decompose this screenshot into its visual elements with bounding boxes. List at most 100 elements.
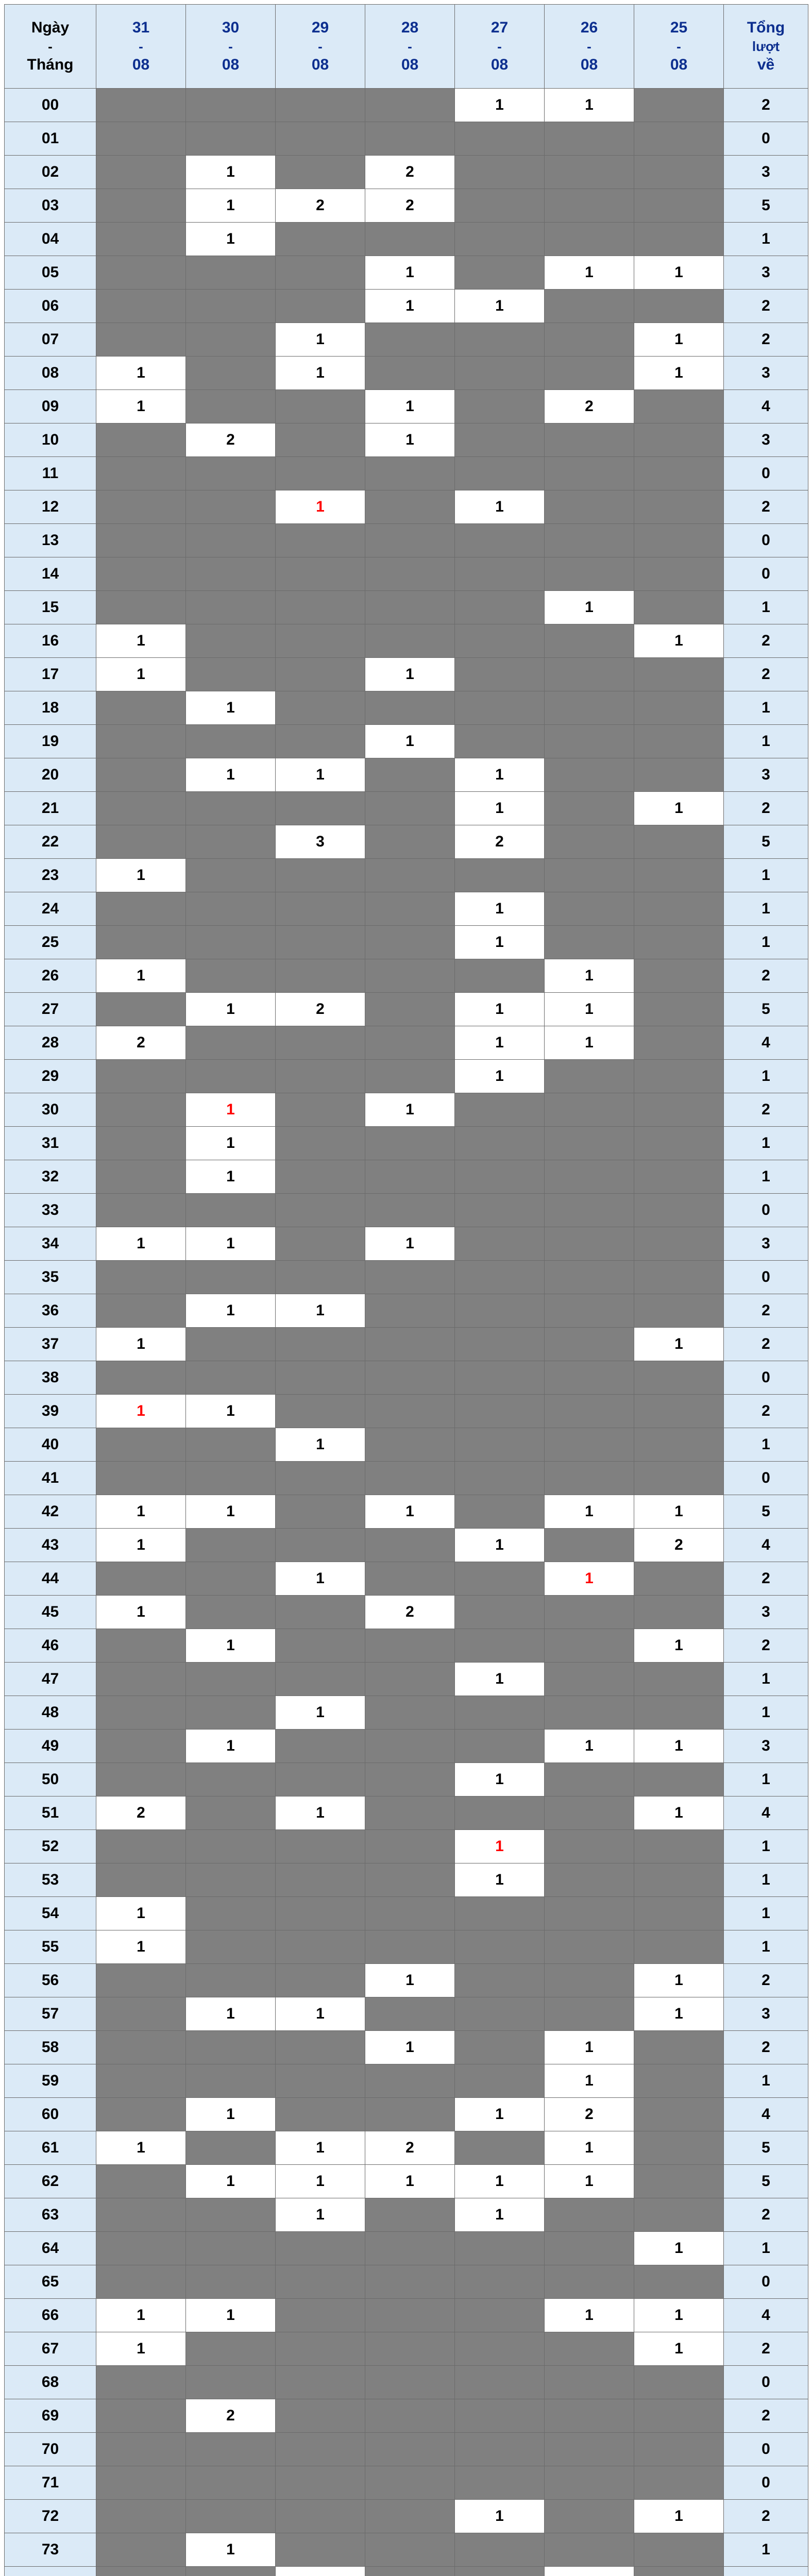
cell-value[interactable]: 1 [634, 1796, 724, 1830]
row-label-20[interactable]: 20 [4, 758, 96, 792]
cell-value[interactable]: 1 [96, 2298, 186, 2332]
row-label-51[interactable]: 51 [4, 1796, 96, 1830]
row-label-65[interactable]: 65 [4, 2265, 96, 2299]
cell-value[interactable]: 1 [185, 1294, 276, 1328]
cell-value[interactable]: 1 [275, 1796, 365, 1830]
cell-value[interactable]: 1 [185, 1227, 276, 1261]
cell-value[interactable]: 1 [365, 1227, 455, 1261]
cell-value[interactable]: 1 [634, 1963, 724, 1997]
column-header-29-08[interactable]: 29 - 08 [275, 4, 365, 89]
cell-value[interactable]: 2 [544, 2097, 634, 2131]
row-label-66[interactable]: 66 [4, 2298, 96, 2332]
cell-value[interactable]: 1 [185, 155, 276, 189]
row-label-53[interactable]: 53 [4, 1863, 96, 1897]
cell-value[interactable]: 1 [185, 189, 276, 223]
cell-value[interactable]: 1 [544, 1026, 634, 1060]
row-label-37[interactable]: 37 [4, 1327, 96, 1361]
cell-value[interactable]: 1 [185, 1629, 276, 1663]
row-label-40[interactable]: 40 [4, 1428, 96, 1462]
row-label-01[interactable]: 01 [4, 122, 96, 156]
row-label-58[interactable]: 58 [4, 2030, 96, 2064]
cell-value-highlighted[interactable]: 1 [275, 490, 365, 524]
row-label-49[interactable]: 49 [4, 1729, 96, 1763]
cell-value[interactable]: 1 [544, 590, 634, 624]
column-header-25-08[interactable]: 25 - 08 [634, 4, 724, 89]
row-label-12[interactable]: 12 [4, 490, 96, 524]
cell-value[interactable]: 1 [185, 2097, 276, 2131]
row-label-22[interactable]: 22 [4, 825, 96, 859]
cell-value[interactable]: 2 [185, 423, 276, 457]
cell-value[interactable]: 1 [454, 2164, 545, 2198]
cell-value[interactable]: 1 [544, 2030, 634, 2064]
cell-value[interactable]: 1 [634, 256, 724, 290]
cell-value[interactable]: 1 [544, 992, 634, 1026]
cell-value[interactable]: 1 [365, 657, 455, 691]
column-header-31-08[interactable]: 31 - 08 [96, 4, 186, 89]
row-label-41[interactable]: 41 [4, 1461, 96, 1495]
column-header-total[interactable]: Tổng lượt về [723, 4, 808, 89]
row-label-05[interactable]: 05 [4, 256, 96, 290]
row-label-34[interactable]: 34 [4, 1227, 96, 1261]
row-label-16[interactable]: 16 [4, 624, 96, 658]
cell-value[interactable]: 1 [544, 1729, 634, 1763]
cell-value[interactable]: 1 [365, 256, 455, 290]
row-label-04[interactable]: 04 [4, 222, 96, 256]
cell-value[interactable]: 1 [365, 1495, 455, 1529]
row-label-74[interactable]: 74 [4, 2566, 96, 2576]
row-label-27[interactable]: 27 [4, 992, 96, 1026]
row-label-69[interactable]: 69 [4, 2399, 96, 2433]
row-label-11[interactable]: 11 [4, 456, 96, 490]
cell-value[interactable]: 2 [365, 155, 455, 189]
cell-value[interactable]: 1 [454, 2499, 545, 2533]
row-label-71[interactable]: 71 [4, 2466, 96, 2500]
cell-value[interactable]: 1 [185, 758, 276, 792]
row-label-35[interactable]: 35 [4, 1260, 96, 1294]
row-label-07[interactable]: 07 [4, 323, 96, 357]
cell-value[interactable]: 1 [365, 2030, 455, 2064]
row-label-43[interactable]: 43 [4, 1528, 96, 1562]
row-label-15[interactable]: 15 [4, 590, 96, 624]
cell-value[interactable]: 1 [634, 791, 724, 825]
cell-value[interactable]: 1 [454, 1059, 545, 1093]
cell-value[interactable]: 2 [454, 825, 545, 859]
cell-value[interactable]: 1 [275, 2164, 365, 2198]
cell-value-highlighted[interactable]: 1 [544, 1562, 634, 1596]
cell-value[interactable]: 1 [185, 1729, 276, 1763]
cell-value[interactable]: 1 [275, 758, 365, 792]
cell-value[interactable]: 1 [634, 1629, 724, 1663]
row-label-67[interactable]: 67 [4, 2332, 96, 2366]
cell-value[interactable]: 1 [544, 2566, 634, 2576]
row-label-32[interactable]: 32 [4, 1160, 96, 1194]
cell-value[interactable]: 1 [96, 1595, 186, 1629]
cell-value[interactable]: 1 [96, 2131, 186, 2165]
cell-value[interactable]: 1 [185, 1126, 276, 1160]
cell-value[interactable]: 1 [454, 1762, 545, 1797]
cell-value[interactable]: 1 [365, 1093, 455, 1127]
cell-value[interactable]: 1 [365, 289, 455, 323]
cell-value[interactable]: 1 [275, 1428, 365, 1462]
cell-value[interactable]: 1 [544, 2131, 634, 2165]
cell-value[interactable]: 1 [544, 88, 634, 122]
cell-value[interactable]: 1 [185, 1495, 276, 1529]
row-label-48[interactable]: 48 [4, 1696, 96, 1730]
cell-value[interactable]: 2 [365, 1595, 455, 1629]
row-label-38[interactable]: 38 [4, 1361, 96, 1395]
cell-value[interactable]: 1 [634, 1997, 724, 2031]
cell-value[interactable]: 1 [544, 2298, 634, 2332]
row-label-03[interactable]: 03 [4, 189, 96, 223]
cell-value[interactable]: 1 [275, 2131, 365, 2165]
cell-value[interactable]: 1 [275, 323, 365, 357]
column-header-30-08[interactable]: 30 - 08 [185, 4, 276, 89]
cell-value[interactable]: 1 [96, 959, 186, 993]
cell-value-highlighted[interactable]: 1 [185, 1093, 276, 1127]
cell-value[interactable]: 2 [185, 2399, 276, 2433]
row-label-21[interactable]: 21 [4, 791, 96, 825]
row-label-08[interactable]: 08 [4, 356, 96, 390]
row-label-23[interactable]: 23 [4, 858, 96, 892]
cell-value[interactable]: 1 [275, 1696, 365, 1730]
row-label-61[interactable]: 61 [4, 2131, 96, 2165]
cell-value[interactable]: 1 [634, 356, 724, 390]
cell-value[interactable]: 1 [275, 2198, 365, 2232]
row-label-72[interactable]: 72 [4, 2499, 96, 2533]
cell-value[interactable]: 1 [365, 2164, 455, 2198]
